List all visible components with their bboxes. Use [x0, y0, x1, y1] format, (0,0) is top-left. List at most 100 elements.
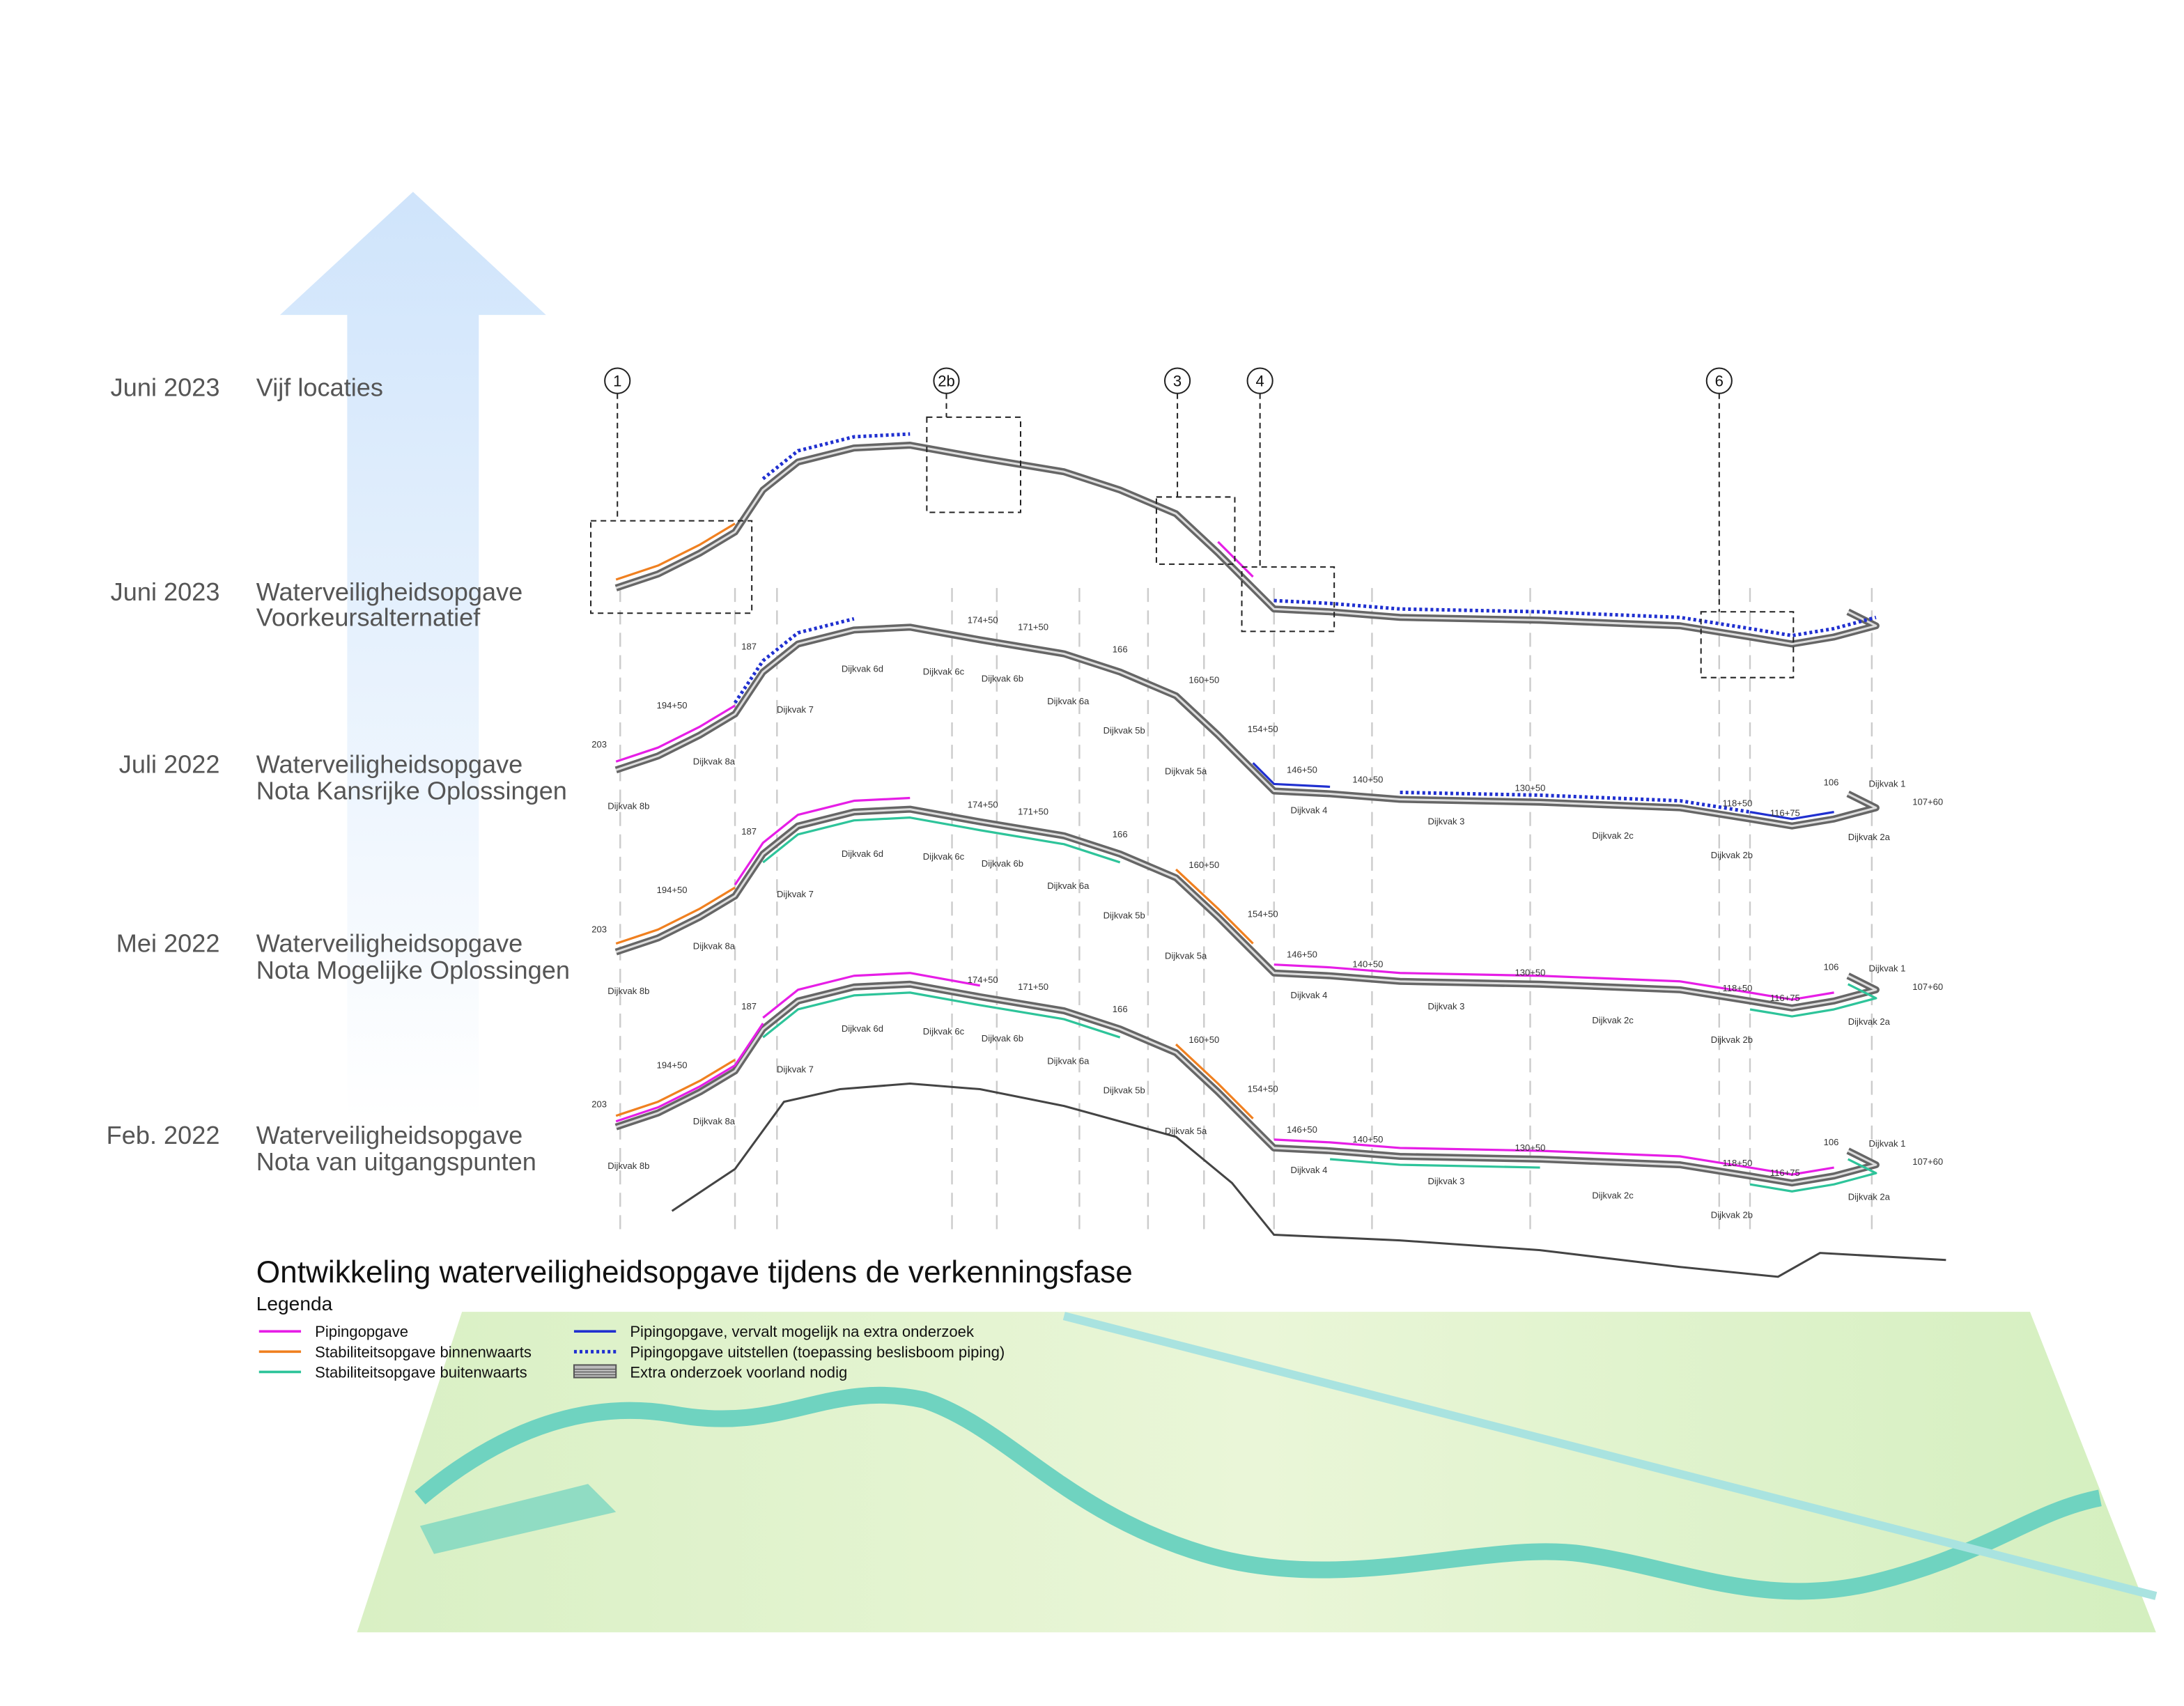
km-label: 107+60: [1912, 1156, 1943, 1167]
dijkvak-label: Dijkvak 5a: [1165, 1126, 1207, 1136]
km-label: 146+50: [1287, 949, 1317, 960]
km-label: 160+50: [1188, 1034, 1219, 1045]
dijkvak-label: Dijkvak 2c: [1592, 830, 1634, 841]
km-label: 174+50: [968, 800, 998, 810]
timeline-label: Nota van uitgangspunten: [256, 1147, 536, 1176]
dijkvak-label: Dijkvak 4: [1291, 1165, 1328, 1175]
map: [357, 1312, 2158, 1633]
km-label: 116+75: [1770, 808, 1800, 819]
location-box: [1155, 496, 1236, 565]
opgave-line: [1273, 598, 1877, 637]
timeline-date: Juni 2023: [111, 577, 220, 606]
timeline-label: Voorkeursalternatief: [256, 603, 481, 631]
opgave-line: [1400, 790, 1751, 814]
marker-circle: [1246, 367, 1273, 394]
opgave-line: [1175, 868, 1254, 945]
dijkvak-label: Dijkvak 6a: [1047, 696, 1090, 706]
km-label: 146+50: [1287, 1124, 1317, 1135]
dike: [614, 805, 1880, 1011]
km-label: 203: [591, 1099, 607, 1110]
dike-layers: [258, 367, 1946, 1379]
dijkvak-label: Dijkvak 5b: [1103, 910, 1145, 920]
dike-core: [615, 983, 1877, 1184]
dijkvak-label: Dijkvak 7: [777, 889, 814, 899]
dijkvak-label: Dijkvak 6b: [982, 858, 1023, 869]
opgave-line: [734, 796, 911, 886]
marker-circle: [604, 367, 631, 394]
km-label: 146+50: [1287, 764, 1317, 775]
dijkvak-label: Dijkvak 1: [1868, 778, 1905, 789]
opgave-line: [761, 432, 911, 481]
marker-label: 2b: [938, 373, 955, 390]
timeline-date: Feb. 2022: [107, 1121, 220, 1149]
km-label: 118+50: [1722, 1158, 1752, 1168]
dijkvak-label: Dijkvak 6a: [1047, 1055, 1090, 1066]
dijkvak-label: Dijkvak 2c: [1592, 1190, 1634, 1200]
legend-label: Pipingopgave, vervalt mogelijk na extra …: [630, 1323, 975, 1340]
dijkvak-label: Dijkvak 6d: [842, 848, 883, 859]
dijkvak-label: Dijkvak 8b: [607, 986, 649, 996]
dijkvak-label: Dijkvak 7: [777, 1064, 814, 1074]
timeline-date: Mei 2022: [116, 929, 220, 958]
dijkvak-label: Dijkvak 6b: [982, 1033, 1023, 1044]
km-label: 203: [591, 739, 607, 750]
legend-swatch: [573, 1364, 617, 1379]
km-label: 166: [1113, 644, 1128, 655]
canal: [1062, 1312, 2158, 1600]
km-label: 166: [1113, 829, 1128, 839]
km-label: 154+50: [1248, 908, 1278, 919]
time-arrow: [279, 192, 546, 1120]
dijkvak-label: Dijkvak 6c: [923, 667, 965, 677]
dijkvak-label: Dijkvak 6d: [842, 664, 883, 674]
dijkvak-label: Dijkvak 3: [1427, 816, 1464, 827]
km-label: 130+50: [1515, 968, 1546, 978]
marker-label: 3: [1173, 373, 1182, 390]
opgave-line: [1749, 983, 1877, 1018]
km-label: 154+50: [1248, 1084, 1278, 1094]
location-box: [1241, 566, 1335, 633]
opgave-line: [615, 1023, 764, 1123]
legend-label: Extra onderzoek voorland nodig: [630, 1364, 847, 1381]
km-label: 160+50: [1188, 860, 1219, 870]
km-label: 171+50: [1018, 621, 1048, 632]
opgave-line: [615, 522, 736, 581]
location-box: [590, 520, 753, 614]
opgave-line: [762, 816, 1121, 864]
opgave-line: [762, 972, 981, 1019]
km-label: 194+50: [657, 1060, 688, 1070]
dijkvak-label: Dijkvak 8b: [607, 801, 649, 812]
terrain-profile: [671, 1082, 1946, 1278]
dijkvak-label: Dijkvak 3: [1427, 1176, 1464, 1186]
km-label: 160+50: [1188, 675, 1219, 685]
dike-core: [615, 626, 1877, 828]
km-label: 116+75: [1770, 1168, 1800, 1178]
labels: Juni 2023 Vijf locaties Juni 2023 Waterveil…: [107, 373, 1944, 1381]
dijkvak-label: Dijkvak 6c: [923, 1026, 965, 1037]
opgave-line: [733, 617, 855, 704]
dijkvak-label: Dijkvak 2b: [1711, 1034, 1753, 1045]
km-label: 171+50: [1018, 982, 1048, 992]
dijkvak-label: Dijkvak 2a: [1848, 1191, 1891, 1202]
km-label: 194+50: [657, 700, 688, 711]
marker-label: 6: [1715, 373, 1724, 390]
dijkvak-label: Dijkvak 5a: [1165, 951, 1207, 961]
km-label: 106: [1824, 962, 1839, 972]
dijkvak-label: Dijkvak 6a: [1047, 881, 1090, 891]
dike-core: [615, 808, 1877, 1009]
legend-label: Stabiliteitsopgave buitenwaarts: [315, 1364, 527, 1381]
timeline-label: Waterveiligheidsopgave: [256, 929, 523, 958]
dike: [614, 623, 1880, 830]
km-label: 130+50: [1515, 782, 1546, 793]
km-label: 171+50: [1018, 807, 1048, 817]
km-label: 187: [741, 1001, 757, 1011]
dijkvak-label: Dijkvak 2b: [1711, 1209, 1753, 1220]
title: Ontwikkeling waterveiligheidsopgave tijd…: [256, 1255, 1133, 1289]
dike-core: [615, 444, 1877, 645]
dijkvak-label: Dijkvak 6b: [982, 674, 1023, 684]
timeline-label: Waterveiligheidsopgave: [256, 1121, 523, 1149]
dijkvak-label: Dijkvak 2a: [1848, 832, 1891, 842]
km-label: 118+50: [1722, 983, 1752, 993]
timeline-label: Nota Kansrijke Oplossingen: [256, 777, 567, 805]
